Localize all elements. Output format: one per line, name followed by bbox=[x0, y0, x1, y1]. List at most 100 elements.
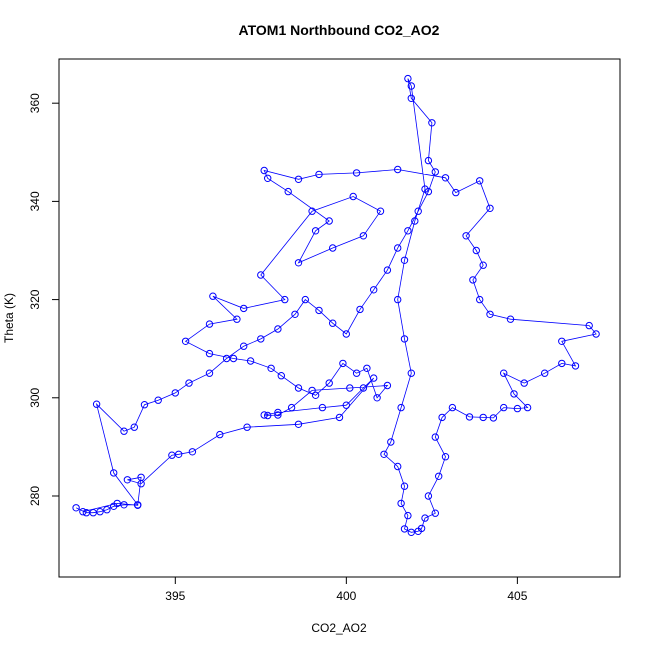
series-line bbox=[75, 78, 597, 533]
data-point bbox=[376, 207, 385, 215]
y-tick-label: 320 bbox=[28, 289, 42, 309]
data-point bbox=[394, 244, 402, 252]
data-point bbox=[281, 295, 289, 304]
data-point bbox=[417, 524, 426, 533]
data-point bbox=[123, 476, 132, 484]
x-tick-label: 400 bbox=[336, 589, 356, 603]
data-point bbox=[260, 411, 268, 419]
data-point bbox=[400, 525, 409, 533]
data-point bbox=[216, 430, 224, 439]
data-point bbox=[510, 390, 518, 398]
data-point bbox=[240, 304, 248, 313]
data-point bbox=[294, 384, 303, 392]
x-tick-label: 395 bbox=[165, 589, 185, 603]
data-point bbox=[421, 514, 429, 522]
data-point bbox=[315, 170, 323, 179]
data-point bbox=[452, 188, 460, 197]
data-point bbox=[407, 82, 415, 90]
data-point bbox=[294, 420, 303, 428]
data-point bbox=[264, 411, 272, 420]
data-point bbox=[154, 396, 162, 404]
data-point bbox=[240, 342, 248, 350]
data-point bbox=[431, 433, 439, 441]
data-point bbox=[383, 381, 392, 390]
data-point bbox=[311, 391, 320, 399]
data-point bbox=[400, 335, 409, 343]
data-point bbox=[373, 394, 381, 402]
data-point bbox=[342, 401, 350, 409]
data-point bbox=[394, 295, 402, 304]
data-point bbox=[441, 174, 450, 182]
data-point bbox=[397, 499, 405, 508]
data-point bbox=[558, 359, 566, 368]
data-point bbox=[294, 259, 303, 267]
data-point bbox=[380, 450, 388, 458]
data-point bbox=[284, 187, 292, 196]
data-point bbox=[441, 453, 450, 461]
data-point bbox=[134, 501, 142, 509]
data-point bbox=[260, 166, 268, 175]
data-point bbox=[113, 499, 121, 508]
data-point bbox=[181, 337, 190, 345]
data-point bbox=[520, 379, 528, 387]
data-point bbox=[472, 246, 480, 255]
data-point bbox=[383, 266, 392, 274]
data-point bbox=[315, 306, 323, 315]
data-point bbox=[592, 330, 600, 338]
data-point bbox=[79, 508, 87, 516]
data-point bbox=[342, 330, 350, 338]
data-point bbox=[479, 261, 487, 269]
plot-frame bbox=[58, 58, 621, 578]
data-point bbox=[205, 320, 214, 328]
data-point bbox=[110, 469, 118, 477]
data-point bbox=[500, 403, 508, 412]
data-point bbox=[264, 174, 272, 183]
data-point bbox=[325, 217, 333, 225]
y-tick-label: 300 bbox=[28, 387, 42, 407]
data-series bbox=[72, 74, 600, 536]
data-point bbox=[431, 168, 439, 176]
data-point bbox=[428, 119, 436, 127]
data-point bbox=[339, 359, 347, 368]
data-point bbox=[513, 404, 522, 413]
data-point bbox=[387, 438, 395, 446]
data-point bbox=[257, 335, 265, 343]
data-point bbox=[414, 207, 422, 215]
data-point bbox=[291, 310, 299, 318]
data-point bbox=[349, 192, 357, 201]
data-point bbox=[558, 337, 566, 345]
data-point bbox=[294, 175, 303, 184]
data-point bbox=[476, 177, 484, 185]
data-point bbox=[370, 374, 378, 382]
data-point bbox=[486, 204, 494, 213]
data-point bbox=[489, 414, 498, 422]
data-point bbox=[335, 413, 344, 422]
data-point bbox=[469, 276, 477, 284]
data-point bbox=[185, 379, 193, 387]
data-point bbox=[400, 482, 409, 490]
data-point bbox=[209, 292, 217, 300]
data-point bbox=[120, 501, 128, 509]
data-point bbox=[363, 364, 371, 372]
x-tick-label: 405 bbox=[507, 589, 527, 603]
data-point bbox=[329, 244, 337, 252]
data-point bbox=[287, 403, 296, 412]
data-point bbox=[571, 362, 580, 370]
data-point bbox=[438, 413, 446, 422]
data-point bbox=[92, 400, 101, 408]
data-point bbox=[318, 403, 327, 412]
data-point bbox=[257, 271, 265, 279]
data-point bbox=[137, 473, 145, 481]
y-tick-label: 340 bbox=[28, 191, 42, 211]
data-point bbox=[479, 413, 487, 422]
data-point bbox=[404, 74, 412, 83]
data-point bbox=[400, 256, 409, 264]
data-point bbox=[421, 185, 429, 193]
data-point bbox=[500, 369, 508, 377]
data-point bbox=[407, 94, 415, 103]
y-tick-label: 360 bbox=[28, 93, 42, 113]
data-point bbox=[448, 403, 457, 412]
y-axis-label: Theta (K) bbox=[2, 293, 16, 343]
data-point bbox=[277, 372, 285, 380]
